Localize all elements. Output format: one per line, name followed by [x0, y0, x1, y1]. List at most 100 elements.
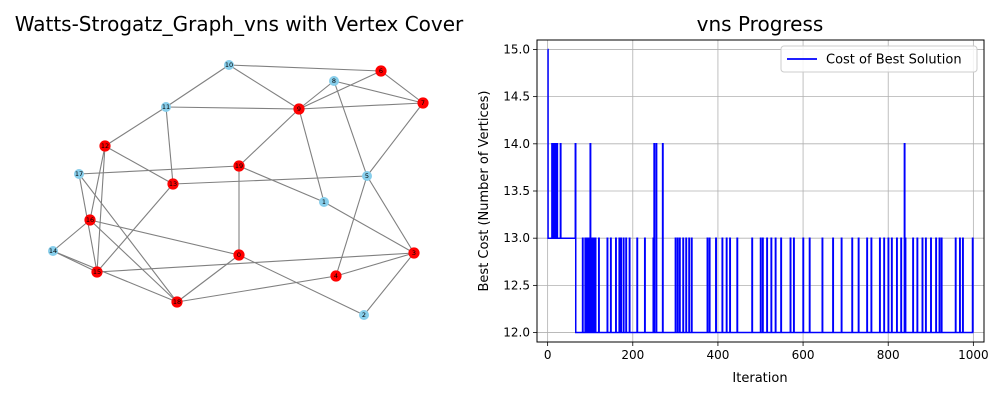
graph-edge — [228, 64, 382, 72]
graph-node-label: 8 — [332, 77, 336, 85]
graph-node: 1 — [319, 197, 329, 207]
graph-edge — [366, 102, 424, 177]
graph-node-circle — [362, 171, 372, 181]
graph-node-label: 15 — [93, 268, 101, 276]
graph-node-circle — [408, 247, 420, 259]
graph-edge — [96, 145, 106, 273]
x-axis-ticks: 0 200 400 600 800 1000 — [544, 342, 989, 362]
legend-box — [780, 45, 978, 73]
graph-node-label: 0 — [237, 251, 241, 259]
graph-node-circle — [293, 103, 305, 115]
y-axis-label: Best Cost (Number of Vertices) — [477, 91, 492, 292]
graph-node-circle — [161, 102, 171, 112]
graph-node: 8 — [329, 76, 339, 86]
graph-node-label: 11 — [162, 103, 170, 111]
x-tick-label: 0 — [544, 348, 552, 362]
graph-edge — [176, 275, 337, 303]
graph-node-label: 18 — [173, 298, 181, 306]
graph-edge — [333, 80, 368, 177]
graph-node-label: 2 — [362, 311, 366, 319]
x-tick-label: 600 — [792, 348, 815, 362]
legend-label: Cost of Best Solution — [826, 53, 962, 68]
y-tick-label: 13.5 — [503, 184, 530, 198]
graph-node: 0 — [233, 249, 245, 261]
graph-edge — [96, 183, 174, 273]
graph-node-circle — [84, 214, 96, 226]
graph-edge — [104, 145, 174, 185]
x-tick-label: 1000 — [958, 348, 989, 362]
graph-edge — [238, 165, 325, 203]
graph-node-label: 9 — [297, 105, 301, 113]
graph-node: 15 — [91, 266, 103, 278]
graph-edge — [335, 252, 415, 277]
graph-edge — [165, 106, 174, 185]
graph-node: 16 — [84, 214, 96, 226]
graph-node-label: 19 — [235, 162, 243, 170]
graph-edge — [366, 175, 415, 254]
graph-node-label: 7 — [421, 99, 425, 107]
graph-node-label: 12 — [101, 142, 109, 150]
y-tick-label: 12.0 — [503, 326, 530, 340]
graph-node-circle — [74, 169, 84, 179]
graph-edge — [238, 108, 300, 167]
graph-edge — [176, 254, 240, 303]
graph-node-circle — [99, 140, 111, 152]
graph-node: 12 — [99, 140, 111, 152]
graph-edge — [89, 145, 106, 221]
graph-node-label: 10 — [225, 61, 233, 69]
x-tick-label: 200 — [621, 348, 644, 362]
graph-node-circle — [167, 178, 179, 190]
graph-node-circle — [330, 270, 342, 282]
graph-node: 19 — [233, 160, 245, 172]
y-axis-ticks: 12.0 12.5 13.0 13.5 14.0 14.5 15.0 — [503, 42, 537, 340]
graph-node-circle — [91, 266, 103, 278]
graph-node-circle — [319, 197, 329, 207]
graph-node: 14 — [48, 246, 58, 256]
graph-edge — [363, 252, 415, 316]
graph-node-circle — [233, 249, 245, 261]
graph-edge — [78, 165, 240, 175]
graph-node-label: 1 — [322, 198, 326, 206]
graph-node-label: 16 — [86, 216, 94, 224]
y-tick-label: 15.0 — [503, 42, 530, 56]
graph-edge — [380, 70, 424, 104]
graph-edge — [89, 219, 178, 303]
progress-panel: vns Progress 0 200 400 600 800 1000 12.0 12.5 1… — [477, 12, 989, 386]
y-tick-label: 14.5 — [503, 90, 530, 104]
graph-edge — [228, 64, 300, 110]
graph-edge — [298, 80, 335, 110]
graph-title: Watts-Strogatz_Graph_vns with Vertex Cov… — [15, 12, 464, 36]
graph-node-circle — [233, 160, 245, 172]
graph-edge — [89, 219, 240, 256]
series-line-cost-of-best-solution — [547, 48, 974, 334]
progress-title: vns Progress — [697, 12, 824, 36]
graph-node-label: 4 — [334, 272, 338, 280]
x-tick-label: 400 — [706, 348, 729, 362]
graph-edge — [333, 80, 424, 104]
graph-node: 6 — [375, 65, 387, 77]
graph-node-label: 14 — [49, 247, 57, 255]
graph-node-label: 6 — [379, 67, 383, 75]
x-axis-label: Iteration — [732, 371, 787, 386]
graph-node-circle — [224, 60, 234, 70]
graph-edge — [96, 252, 415, 273]
graph-edge — [52, 250, 178, 303]
graph-edge — [298, 70, 382, 110]
graph-node: 18 — [171, 296, 183, 308]
graph-node: 7 — [417, 97, 429, 109]
graph-edge — [172, 175, 368, 185]
graph-node: 13 — [167, 178, 179, 190]
graph-node-label: 3 — [412, 249, 416, 257]
graph-edge — [335, 175, 368, 277]
graph-node: 5 — [362, 171, 372, 181]
graph-edge — [298, 102, 424, 110]
graph-edge — [78, 173, 178, 303]
graph-node: 3 — [408, 247, 420, 259]
graph-node-label: 17 — [75, 170, 83, 178]
graph-node-label: 5 — [365, 172, 369, 180]
y-tick-label: 12.5 — [503, 278, 530, 292]
x-tick-label: 800 — [877, 348, 900, 362]
graph-node: 9 — [293, 103, 305, 115]
